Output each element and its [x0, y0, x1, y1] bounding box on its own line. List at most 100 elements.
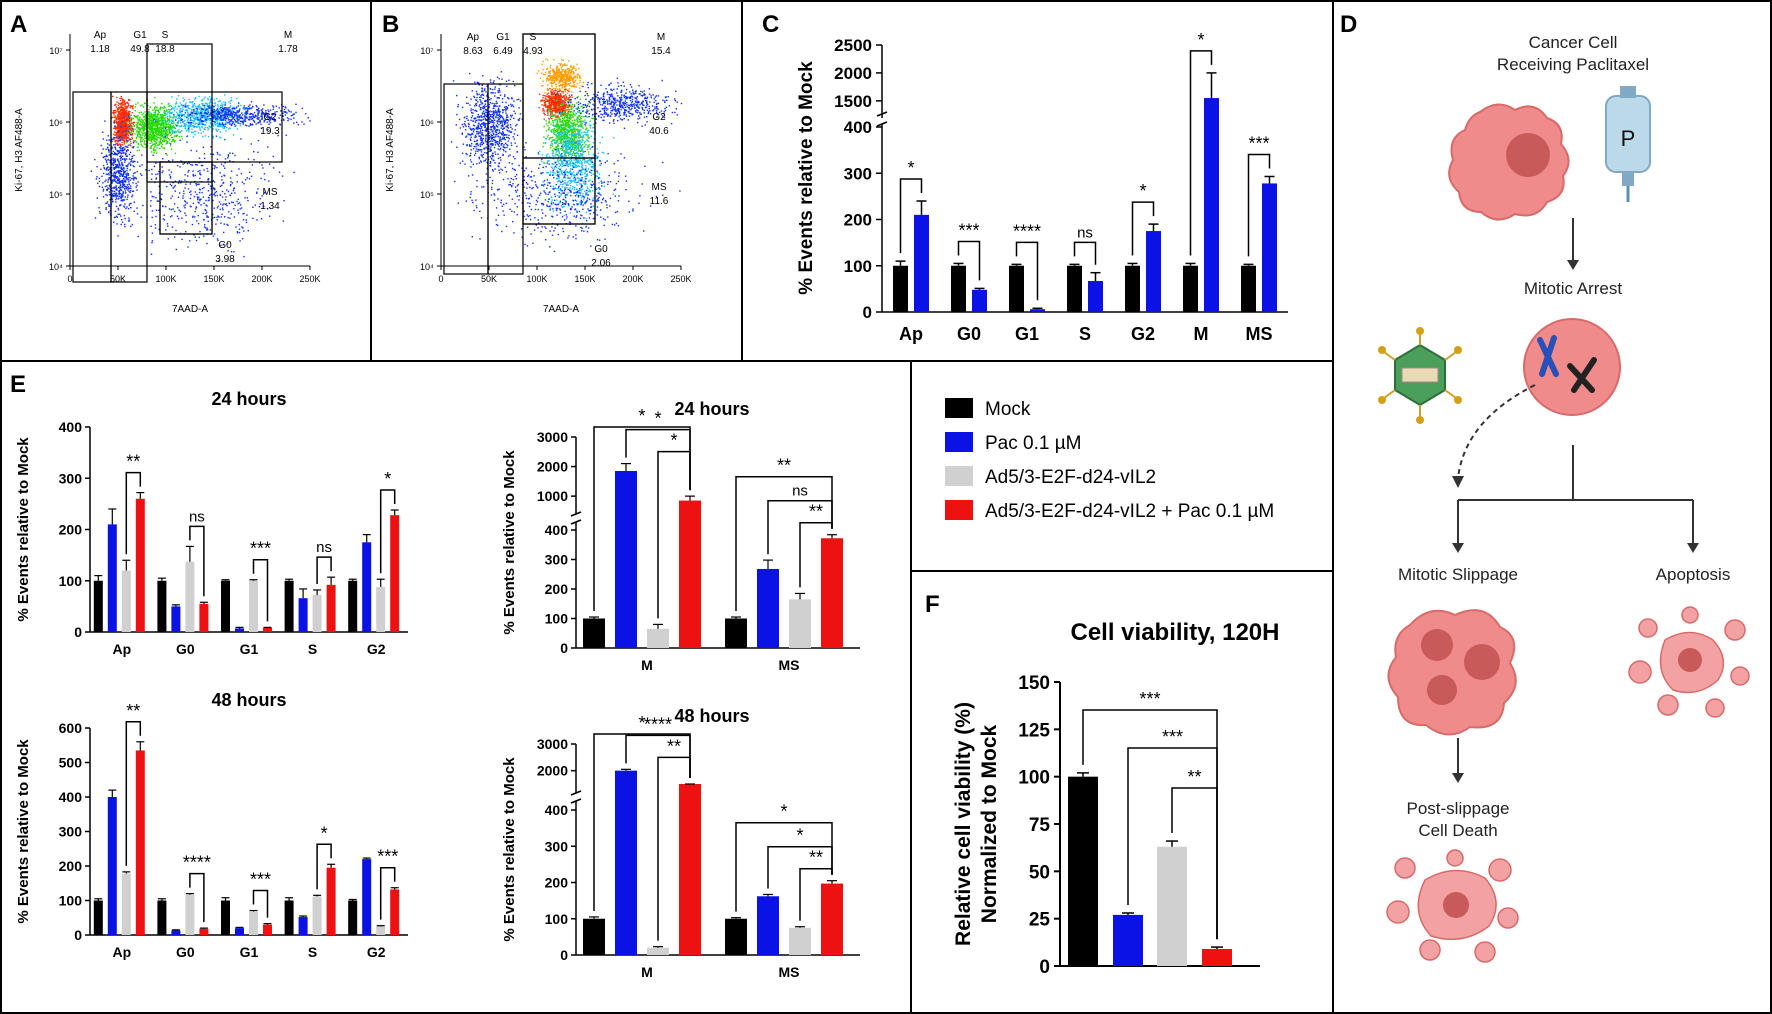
- flow-event-dot: [144, 116, 147, 118]
- flow-event-dot: [192, 115, 194, 117]
- flow-event-dot: [184, 174, 186, 176]
- flow-event-dot: [578, 81, 581, 84]
- flow-event-dot: [198, 112, 200, 115]
- flow-event-dot: [118, 192, 120, 195]
- flow-event-dot: [191, 115, 193, 117]
- flow-event-dot: [104, 158, 107, 160]
- flow-event-dot: [220, 112, 223, 114]
- flow-event-dot: [108, 185, 111, 187]
- flow-event-dot: [248, 113, 251, 115]
- flow-event-dot: [571, 85, 573, 87]
- flow-event-dot: [202, 115, 204, 117]
- flow-event-dot: [231, 110, 233, 112]
- flow-event-dot: [561, 87, 563, 89]
- flow-event-dot: [206, 167, 208, 170]
- legend-swatch-combo: [945, 500, 973, 520]
- flow-event-dot: [162, 114, 165, 117]
- flow-event-dot: [115, 215, 118, 217]
- flow-event-dot: [118, 139, 120, 142]
- flow-event-dot: [117, 170, 119, 173]
- flow-event-dot: [567, 117, 569, 119]
- flow-event-dot: [570, 71, 572, 74]
- flow-event-dot: [579, 79, 581, 82]
- flow-event-dot: [111, 116, 114, 118]
- flow-event-dot: [183, 205, 185, 207]
- flow-event-dot: [115, 122, 118, 124]
- flow-event-dot: [160, 142, 162, 144]
- flow-event-dot: [114, 134, 116, 137]
- flow-event-dot: [165, 123, 168, 126]
- flow-event-dot: [230, 170, 233, 172]
- flow-event-dot: [150, 113, 153, 115]
- flow-event-dot: [257, 112, 259, 114]
- flow-event-dot: [172, 159, 174, 161]
- flow-event-dot: [218, 260, 220, 262]
- flow-event-dot: [120, 114, 123, 116]
- flow-event-dot: [224, 115, 226, 117]
- flow-event-dot: [122, 110, 124, 112]
- flow-event-dot: [181, 103, 183, 106]
- flow-event-dot: [210, 98, 212, 100]
- flow-event-dot: [172, 139, 175, 142]
- flow-event-dot: [231, 201, 233, 203]
- flow-event-dot: [221, 213, 223, 215]
- flow-event-dot: [564, 94, 567, 97]
- flow-event-dot: [567, 89, 569, 92]
- flow-event-dot: [214, 165, 216, 167]
- flow-event-dot: [127, 130, 129, 132]
- flow-event-dot: [201, 187, 204, 190]
- flow-event-dot: [186, 105, 189, 107]
- flow-event-dot: [155, 142, 157, 144]
- flow-event-dot: [199, 106, 201, 109]
- flow-event-dot: [239, 108, 241, 110]
- flow-event-dot: [139, 134, 141, 136]
- flow-x-tick-label: 100K: [155, 274, 176, 284]
- flow-event-dot: [293, 113, 295, 115]
- flow-event-dot: [193, 103, 196, 105]
- flow-event-dot: [546, 109, 549, 111]
- flow-event-dot: [216, 166, 218, 169]
- flow-event-dot: [177, 217, 180, 220]
- flow-event-dot: [542, 97, 544, 99]
- flow-event-dot: [171, 139, 174, 141]
- flow-event-dot: [217, 105, 219, 107]
- flow-event-dot: [187, 110, 189, 112]
- flow-event-dot: [203, 186, 205, 189]
- flow-event-dot: [185, 231, 187, 233]
- flow-event-dot: [564, 78, 566, 81]
- flow-event-dot: [121, 102, 124, 104]
- flow-event-dot: [147, 123, 149, 125]
- flow-event-dot: [566, 64, 568, 66]
- flow-event-dot: [129, 124, 131, 127]
- flow-event-dot: [252, 105, 254, 108]
- flow-event-dot: [105, 207, 107, 209]
- flow-event-dot: [154, 118, 157, 121]
- flow-event-dot: [214, 191, 216, 194]
- flow-event-dot: [228, 101, 230, 103]
- flow-event-dot: [136, 161, 139, 163]
- flow-event-dot: [256, 110, 259, 112]
- flow-event-dot: [166, 154, 168, 156]
- flow-event-dot: [565, 96, 567, 98]
- flow-event-dot: [120, 108, 122, 110]
- flow-event-dot: [157, 123, 159, 125]
- flow-event-dot: [285, 107, 287, 109]
- flow-event-dot: [150, 151, 153, 153]
- flow-event-dot: [206, 205, 208, 207]
- flow-event-dot: [542, 108, 545, 110]
- flow-event-dot: [161, 205, 164, 207]
- flow-event-dot: [269, 121, 272, 124]
- flow-event-dot: [128, 219, 130, 221]
- flow-event-dot: [568, 97, 570, 99]
- flow-event-dot: [222, 114, 225, 117]
- flow-event-dot: [243, 255, 245, 258]
- flow-event-dot: [183, 192, 185, 195]
- flow-event-dot: [559, 119, 561, 121]
- flow-event-dot: [559, 73, 561, 75]
- flow-event-dot: [195, 206, 198, 208]
- flow-event-dot: [118, 152, 120, 154]
- flow-event-dot: [129, 179, 131, 181]
- flow-event-dot: [213, 207, 215, 209]
- flow-event-dot: [555, 83, 558, 86]
- flow-event-dot: [150, 134, 152, 136]
